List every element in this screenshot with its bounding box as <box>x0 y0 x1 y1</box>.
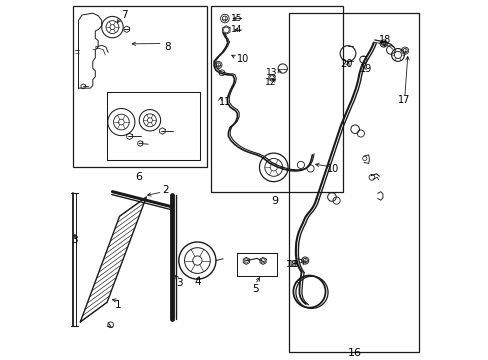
Text: 2: 2 <box>163 185 169 195</box>
Text: 13: 13 <box>265 68 277 77</box>
Text: 18: 18 <box>285 260 297 269</box>
Text: 9: 9 <box>271 195 278 206</box>
Bar <box>210 6 342 192</box>
Text: 18: 18 <box>288 260 299 269</box>
Text: 10: 10 <box>326 164 339 174</box>
Text: 3: 3 <box>176 278 183 288</box>
Text: 18: 18 <box>379 35 391 45</box>
Text: 3: 3 <box>72 235 78 245</box>
Text: 11: 11 <box>218 98 230 107</box>
Text: 19: 19 <box>359 63 371 73</box>
Text: 7: 7 <box>121 10 127 20</box>
Text: 20: 20 <box>339 59 352 69</box>
Bar <box>288 13 419 352</box>
Text: 16: 16 <box>347 348 361 358</box>
Text: 4: 4 <box>194 276 201 287</box>
Text: 15: 15 <box>231 14 242 23</box>
Text: 12: 12 <box>264 77 276 86</box>
Text: 14: 14 <box>231 26 242 35</box>
Text: 10: 10 <box>236 54 248 64</box>
Bar <box>73 6 206 167</box>
Text: 17: 17 <box>397 95 409 105</box>
Bar <box>107 92 200 159</box>
Text: 6: 6 <box>136 172 142 183</box>
Text: 8: 8 <box>164 42 171 52</box>
Text: 1: 1 <box>114 300 121 310</box>
Text: 5: 5 <box>251 284 258 294</box>
